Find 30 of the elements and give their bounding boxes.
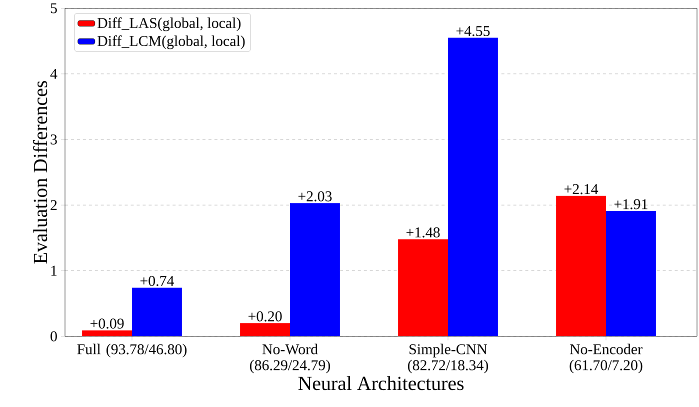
x-tick-label: Simple-CNN (82.72/18.34): [408, 344, 488, 374]
bar: [556, 196, 606, 336]
x-tick-label: No-Encoder (61.70/7.20): [570, 344, 642, 374]
bar: [82, 330, 132, 336]
x-tick-label: No-Word (86.29/24.79): [250, 344, 330, 374]
x-tick-label: Full (93.78/46.80): [77, 344, 187, 358]
y-tick-label: 3: [50, 134, 57, 144]
y-tick-label: 1: [51, 266, 57, 276]
data-label: +0.20: [248, 311, 282, 322]
y-tick-label: 2: [50, 200, 57, 210]
data-label: +1.48: [406, 227, 440, 238]
data-label: +0.74: [140, 276, 174, 286]
data-label: +0.09: [90, 318, 124, 329]
bar: [290, 202, 340, 336]
bar: [606, 210, 656, 336]
bar: [398, 239, 448, 336]
y-tick-label: 0: [50, 331, 57, 342]
bar: [132, 288, 182, 336]
bar: [240, 323, 290, 336]
data-label: +2.03: [298, 191, 332, 202]
bar: [448, 38, 498, 336]
legend-label: Diff_LCM(global, local): [98, 35, 245, 49]
data-label: +4.55: [456, 26, 490, 36]
x-axis-title: Neural Architectures: [298, 376, 464, 390]
y-axis-title: Evaluation Differences: [32, 80, 48, 264]
data-label: +1.91: [614, 199, 648, 210]
data-label: +2.14: [564, 184, 598, 194]
y-tick-label: 4: [50, 68, 58, 79]
y-tick-label: 5: [50, 3, 57, 14]
legend-label: Diff_LAS(global, local): [98, 17, 241, 31]
